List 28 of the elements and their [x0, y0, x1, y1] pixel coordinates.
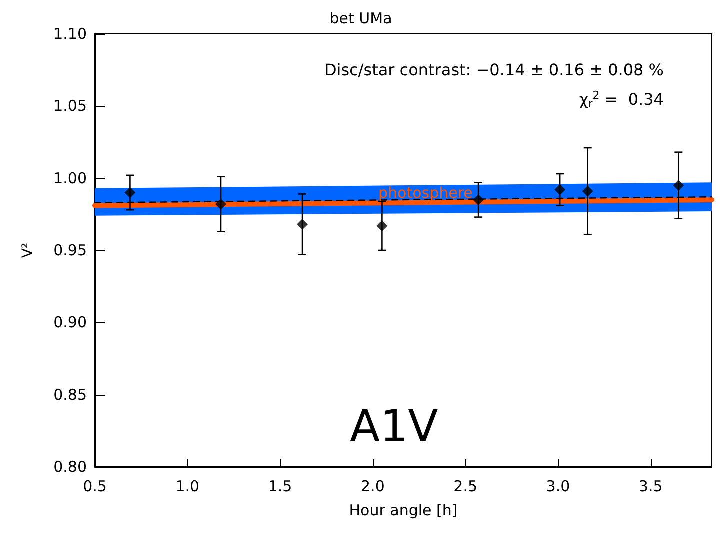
x-tick-label: 0.5 [83, 478, 107, 496]
point [582, 186, 594, 197]
y-tick-label: 0.80 [54, 458, 87, 476]
point [124, 187, 136, 198]
y-tick-label: 1.05 [54, 97, 87, 116]
x-tick-label: 2.0 [361, 478, 385, 496]
x-tick-label: 3.0 [546, 478, 570, 496]
chart-title: bet UMa [330, 10, 392, 28]
x-tick-label: 3.5 [638, 478, 663, 496]
y-tick-label: 1.00 [54, 169, 87, 188]
x-tick-label: 2.5 [454, 478, 478, 496]
point [673, 180, 684, 192]
annotation: A1V [350, 402, 438, 452]
x-axis-title: Hour angle [h] [349, 502, 458, 520]
point [376, 220, 388, 232]
y-tick-label: 1.10 [54, 25, 87, 43]
annotation: Disc/star contrast: −0.14 ± 0.16 ± 0.08 % [324, 60, 664, 80]
point [215, 198, 226, 210]
point [554, 184, 566, 196]
point [297, 219, 308, 230]
point [473, 194, 484, 206]
x-tick-label: 1.5 [268, 478, 292, 496]
y-tick-label: 0.85 [54, 386, 87, 404]
y-tick-label: 0.95 [54, 242, 87, 260]
y-tick-label: 0.90 [54, 314, 87, 332]
series-label: photosphere [378, 184, 473, 202]
x-tick-label: 1.0 [176, 478, 200, 496]
y-axis-title: V² [20, 242, 36, 258]
